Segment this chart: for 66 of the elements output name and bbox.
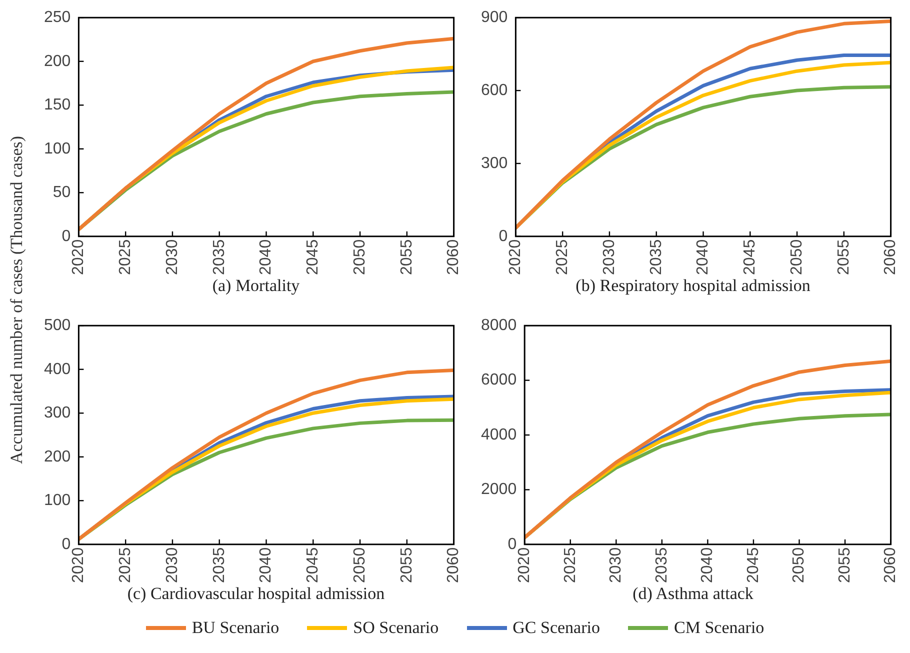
y-tick-label: 600	[480, 82, 508, 99]
x-tick-label: 2035	[210, 547, 228, 583]
y-tick-label: 6000	[481, 372, 517, 389]
x-tick-label: 2060	[882, 239, 900, 275]
x-tick-label: 2060	[445, 547, 462, 583]
x-tick-label: 2025	[562, 547, 579, 583]
y-tick-label: 0	[62, 536, 71, 553]
x-tick-label: 2025	[116, 239, 134, 275]
x-tick-label: 2060	[882, 547, 900, 583]
y-tick-label: 250	[44, 9, 71, 26]
x-tick-label: 2040	[258, 547, 275, 583]
y-tick-label: 150	[44, 96, 71, 114]
y-tick-label: 0	[508, 536, 517, 553]
legend-label: SO Scenario	[353, 618, 439, 638]
x-tick-label: 2030	[164, 547, 181, 583]
x-tick-label: 2025	[554, 239, 571, 275]
x-tick-label: 2030	[608, 547, 625, 583]
y-tick-label: 4000	[481, 426, 517, 444]
x-tick-label: 2055	[398, 547, 416, 583]
x-tick-label: 2035	[648, 239, 665, 275]
x-tick-label: 2055	[835, 239, 852, 275]
x-tick-label: 2020	[507, 239, 524, 275]
x-tick-label: 2040	[694, 239, 712, 275]
y-tick-label: 0	[498, 228, 508, 245]
text: (d) Asthma attack	[632, 584, 754, 604]
x-tick-label: 2050	[788, 239, 806, 275]
y-tick-label: 500	[44, 317, 71, 334]
x-tick-label: 2045	[304, 547, 322, 583]
y-tick-label: 200	[44, 448, 71, 466]
y-tick-label: 2000	[481, 481, 517, 498]
x-tick-label: 2035	[210, 239, 228, 275]
x-tick-label: 2040	[699, 547, 716, 583]
y-tick-label: 100	[44, 492, 71, 510]
legend-label: GC Scenario	[512, 618, 600, 638]
y-tick-label: 300	[480, 154, 508, 172]
text: (b) Respiratory hospital admission	[574, 276, 812, 296]
x-tick-label: 2030	[164, 239, 181, 275]
y-tick-label: 50	[52, 184, 71, 202]
x-tick-label: 2040	[258, 239, 275, 275]
x-tick-label: 2050	[351, 547, 368, 583]
text: (a) Mortality	[211, 276, 301, 296]
x-tick-label: 2020	[70, 239, 88, 275]
y-axis-title: Accumulated number of cases (Thousand cases)	[7, 136, 27, 464]
y-tick-label: 200	[44, 52, 71, 70]
x-tick-label: 2045	[304, 239, 322, 275]
x-tick-label: 2060	[445, 239, 462, 275]
legend-label: BU Scenario	[192, 618, 280, 638]
x-tick-label: 2045	[744, 547, 762, 583]
y-tick-label: 900	[480, 9, 508, 26]
y-tick-label: 8000	[481, 317, 517, 334]
x-tick-label: 2055	[398, 239, 416, 275]
y-tick-label: 0	[62, 228, 71, 245]
x-tick-label: 2050	[790, 547, 808, 583]
x-tick-label: 2035	[653, 547, 670, 583]
x-tick-label: 2050	[351, 239, 368, 275]
x-tick-label: 2020	[516, 547, 533, 583]
x-tick-label: 2020	[70, 547, 88, 583]
y-tick-label: 100	[44, 140, 71, 158]
y-tick-label: 300	[44, 404, 71, 422]
x-tick-label: 2025	[116, 547, 134, 583]
text: (c) Cardiovascular hospital admission	[126, 584, 386, 604]
legend-label: CM Scenario	[674, 618, 764, 638]
x-tick-label: 2045	[742, 239, 759, 275]
x-tick-label: 2055	[836, 547, 854, 583]
x-tick-label: 2030	[600, 239, 618, 275]
y-tick-label: 400	[44, 360, 71, 378]
